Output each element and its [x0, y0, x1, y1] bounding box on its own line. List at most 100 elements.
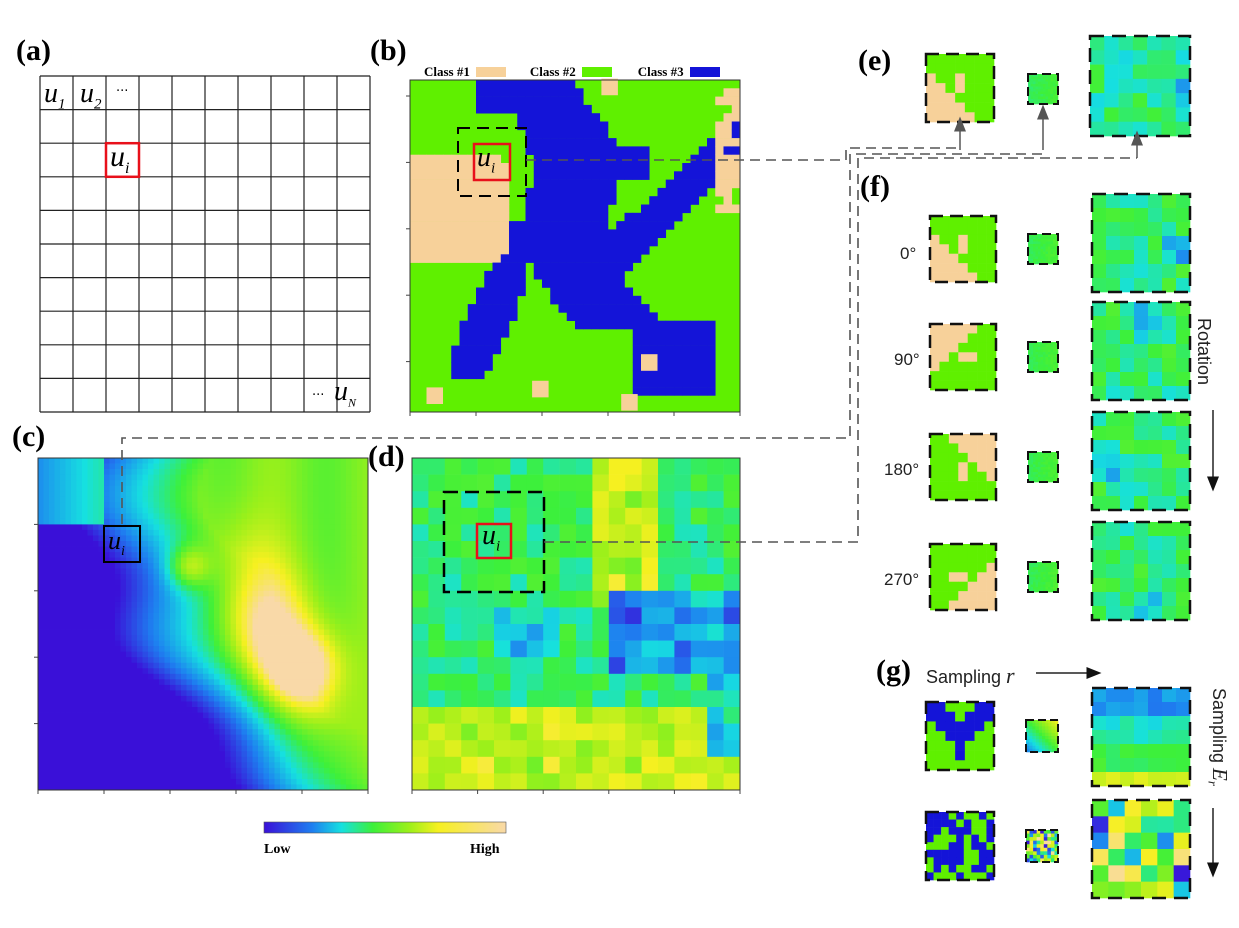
field-cell [131, 524, 138, 531]
field-cell [197, 635, 204, 641]
field-cell [214, 491, 220, 498]
field-cell [340, 524, 347, 531]
field-cell [43, 513, 50, 520]
field-cell [82, 662, 88, 669]
field-cell [93, 474, 99, 481]
field-cell [186, 767, 193, 774]
field-cell [285, 784, 292, 791]
field-cell [164, 518, 171, 525]
field-cell [280, 723, 286, 730]
field-cell [60, 679, 66, 686]
field-cell [153, 712, 160, 719]
field-cell [186, 568, 193, 575]
field-cell [54, 524, 61, 531]
class-cell [616, 304, 625, 313]
field-cell [247, 640, 253, 647]
pixel-cell [477, 740, 495, 758]
field-cell [148, 496, 154, 503]
field-cell [340, 491, 347, 498]
field-cell [60, 590, 66, 597]
class-cell [616, 254, 625, 263]
field-cell [115, 585, 121, 592]
field-cell [43, 557, 50, 564]
field-cell [54, 496, 61, 503]
class-cell [690, 163, 700, 172]
field-cell [175, 601, 182, 608]
class-cell [591, 154, 601, 164]
field-cell [87, 701, 94, 708]
field-cell [153, 723, 160, 730]
field-cell [346, 469, 352, 475]
field-cell [131, 668, 138, 675]
field-cell [335, 474, 341, 481]
field-cell [252, 751, 259, 758]
field-cell [208, 690, 215, 697]
field-cell [335, 568, 341, 575]
field-cell [93, 496, 99, 503]
class-cell [550, 179, 559, 189]
field-cell [43, 563, 50, 570]
field-cell [263, 529, 270, 536]
pixel-cell [412, 773, 429, 791]
patch-cell [1033, 89, 1036, 92]
field-cell [362, 762, 369, 769]
field-cell [274, 640, 281, 647]
field-cell [142, 469, 149, 475]
field-cell [247, 596, 253, 603]
field-cell [142, 651, 149, 658]
field-cell [258, 524, 264, 531]
class-cell [443, 254, 452, 263]
field-cell [131, 718, 138, 724]
field-cell [357, 751, 363, 758]
field-cell [170, 618, 176, 625]
field-cell [170, 463, 176, 470]
pixel-cell [428, 590, 446, 608]
field-cell [153, 612, 160, 619]
field-cell [219, 574, 226, 581]
field-cell [197, 712, 204, 719]
class-cell [575, 237, 584, 247]
field-cell [49, 607, 55, 614]
field-cell [54, 635, 61, 641]
field-cell [340, 734, 347, 741]
class-cell [443, 196, 452, 205]
field-cell [87, 574, 94, 581]
class-cell [599, 287, 609, 297]
pixel-cell [723, 574, 741, 592]
field-cell [263, 585, 270, 592]
field-cell [71, 458, 77, 464]
field-cell [351, 552, 358, 558]
field-cell [208, 607, 215, 614]
class-cell [583, 179, 592, 189]
field-cell [335, 624, 341, 630]
field-cell [274, 612, 281, 619]
field-cell [258, 480, 264, 487]
patch-cell [1038, 74, 1041, 77]
class-cell [723, 121, 733, 131]
field-cell [82, 784, 88, 791]
patch-cell [1045, 89, 1049, 92]
field-cell [60, 596, 66, 603]
field-cell [153, 740, 160, 747]
field-cell [175, 474, 182, 481]
field-cell [225, 485, 231, 492]
field-cell [280, 579, 286, 586]
field-cell [357, 651, 363, 658]
field-cell [203, 673, 209, 680]
class-cell [443, 212, 452, 222]
class-cell [608, 312, 617, 321]
field-cell [142, 590, 149, 597]
field-cell [252, 729, 259, 736]
field-cell [43, 673, 50, 680]
field-cell [93, 640, 99, 647]
field-cell [93, 707, 99, 713]
pixel-cell [707, 773, 724, 791]
patch-cell [1028, 84, 1031, 87]
field-cell [214, 463, 220, 470]
class-cell [641, 154, 650, 164]
patch-cell [984, 92, 995, 103]
pixel-cell [608, 574, 626, 592]
field-cell [285, 745, 292, 752]
class-cell [492, 179, 502, 189]
field-cell [241, 679, 248, 686]
